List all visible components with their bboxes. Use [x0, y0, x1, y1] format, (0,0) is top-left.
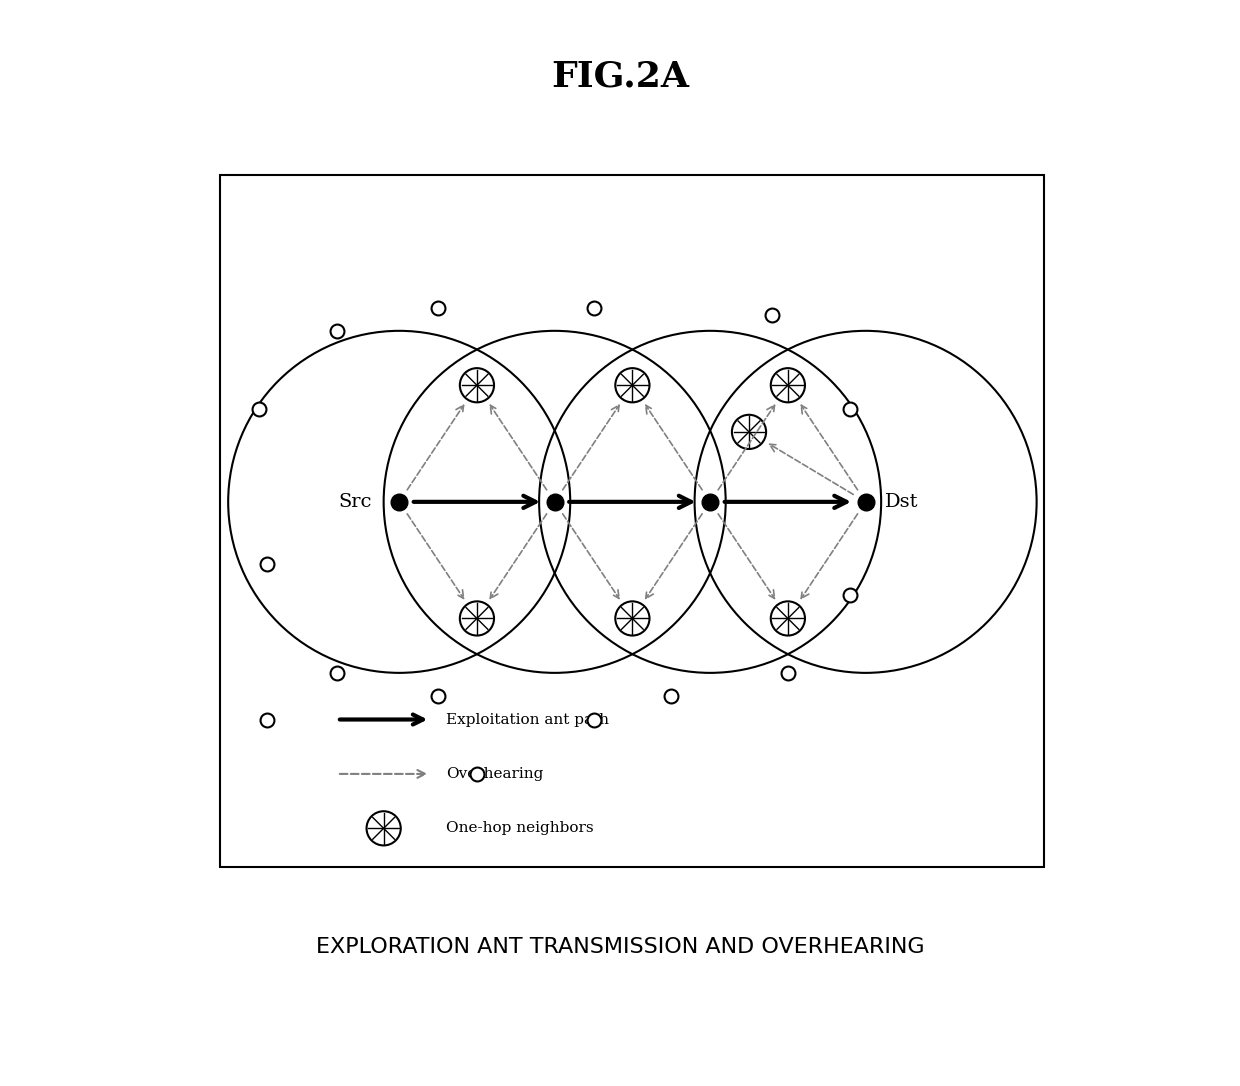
Text: Exploitation ant path: Exploitation ant path	[446, 712, 609, 727]
Circle shape	[771, 368, 805, 402]
FancyBboxPatch shape	[221, 175, 1044, 868]
Text: Src: Src	[339, 493, 372, 510]
Text: Overhearing: Overhearing	[446, 767, 543, 781]
Text: EXPLORATION ANT TRANSMISSION AND OVERHEARING: EXPLORATION ANT TRANSMISSION AND OVERHEA…	[316, 937, 924, 957]
Circle shape	[615, 368, 650, 402]
Text: One-hop neighbors: One-hop neighbors	[446, 821, 594, 835]
Circle shape	[615, 602, 650, 635]
Text: Dst: Dst	[885, 493, 919, 510]
Circle shape	[367, 811, 401, 845]
Circle shape	[460, 602, 494, 635]
Circle shape	[732, 415, 766, 449]
Circle shape	[460, 368, 494, 402]
Text: FIG.2A: FIG.2A	[551, 59, 689, 93]
Circle shape	[771, 602, 805, 635]
